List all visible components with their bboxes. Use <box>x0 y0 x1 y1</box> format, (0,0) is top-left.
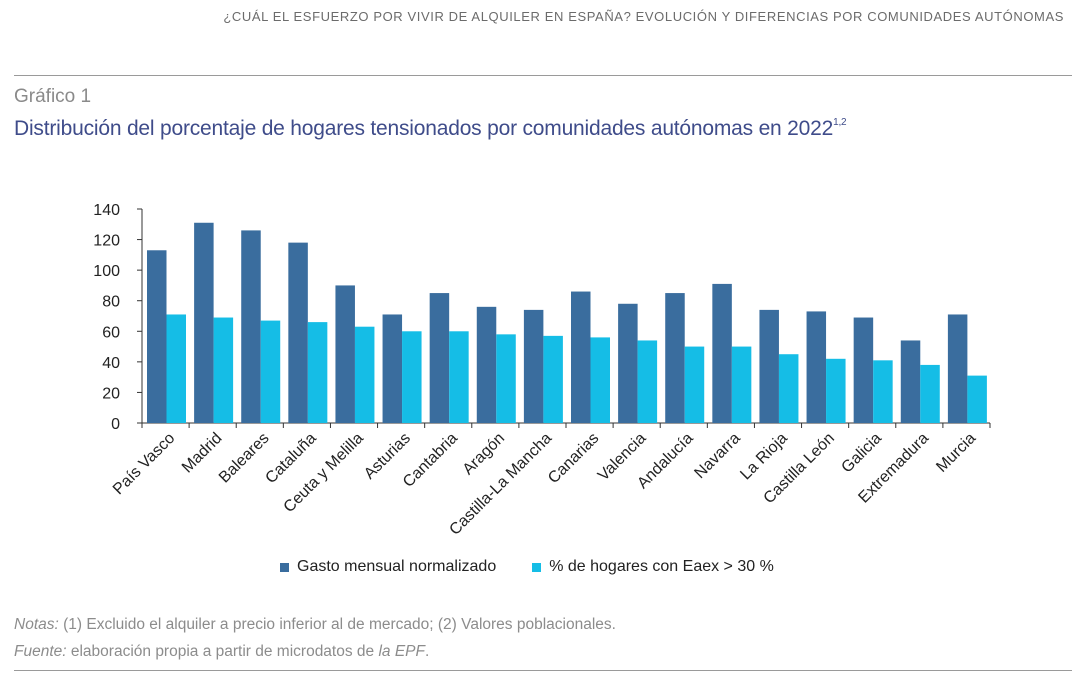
x-category-label: Canarias <box>545 430 602 487</box>
y-tick-label: 0 <box>111 416 120 433</box>
y-tick-label: 80 <box>102 294 120 311</box>
bar-hogares <box>213 317 234 423</box>
legend-swatch-hogares <box>532 562 542 572</box>
bar-hogares <box>166 314 186 423</box>
bar-hogares <box>496 334 516 423</box>
running-header: ¿CUÁL EL ESFUERZO POR VIVIR DE ALQUILER … <box>223 9 1064 24</box>
y-tick-label: 40 <box>102 355 120 372</box>
footnotes: Notas: (1) Excluido el alquiler a precio… <box>14 611 616 665</box>
notes-text: (1) Excluido el alquiler a precio inferi… <box>58 616 616 633</box>
bar-gasto <box>382 314 403 423</box>
chart-title: Distribución del porcentaje de hogares t… <box>14 117 847 141</box>
x-category-label: Galicia <box>838 430 885 477</box>
legend-item-hogares: % de hogares con Eaex > 30 % <box>532 558 774 576</box>
bar-gasto <box>429 293 450 423</box>
chart-title-text: Distribución del porcentaje de hogares t… <box>14 117 834 140</box>
legend-label-hogares: % de hogares con Eaex > 30 % <box>549 558 774 575</box>
notes-line: Notas: (1) Excluido el alquiler a precio… <box>14 611 616 638</box>
chart-kicker: Gráfico 1 <box>14 86 92 107</box>
y-tick-label: 120 <box>93 233 120 250</box>
x-category-label: País Vasco <box>110 430 178 498</box>
legend-label-gasto: Gasto mensual normalizado <box>297 558 497 575</box>
bar-hogares <box>873 360 893 423</box>
y-tick-label: 20 <box>102 385 120 402</box>
x-category-label: Madrid <box>179 430 226 477</box>
bar-gasto <box>853 317 874 423</box>
bar-gasto <box>618 303 638 423</box>
source-italic-text: la EPF <box>378 643 425 660</box>
bar-gasto <box>335 285 355 423</box>
bar-gasto <box>665 293 685 423</box>
bottom-divider <box>14 670 1072 671</box>
bar-hogares <box>967 375 987 423</box>
bar-hogares <box>354 326 375 423</box>
bar-hogares <box>543 335 563 423</box>
bar-hogares <box>920 364 940 423</box>
bar-gasto <box>288 242 308 423</box>
bar-hogares <box>637 340 658 423</box>
bar-gasto <box>476 306 497 423</box>
top-divider <box>14 75 1072 76</box>
y-tick-label: 100 <box>93 263 120 280</box>
bar-hogares <box>449 331 469 423</box>
x-category-label: Murcia <box>933 430 979 476</box>
bar-hogares <box>731 346 752 423</box>
bar-hogares <box>307 322 328 423</box>
bar-gasto <box>900 340 921 423</box>
bar-hogares <box>778 354 799 423</box>
notes-label: Notas: <box>14 616 59 633</box>
bar-hogares <box>684 346 705 423</box>
source-end: . <box>424 643 430 660</box>
bar-hogares <box>826 358 846 423</box>
chart-legend: Gasto mensual normalizado % de hogares c… <box>280 558 774 576</box>
bar-gasto <box>523 309 544 423</box>
source-line: Fuente: elaboración propia a partir de m… <box>14 638 616 665</box>
bar-hogares <box>402 331 422 423</box>
bar-gasto <box>147 250 167 423</box>
bar-gasto <box>806 311 827 423</box>
y-tick-label: 140 <box>93 202 120 219</box>
source-text: elaboración propia a partir de microdato… <box>66 643 379 660</box>
bar-gasto <box>759 309 779 423</box>
bar-gasto <box>947 314 968 423</box>
bar-gasto <box>571 291 591 423</box>
bar-hogares <box>590 337 610 423</box>
bar-gasto <box>241 230 261 423</box>
bar-gasto <box>194 222 214 423</box>
source-label: Fuente: <box>14 643 67 660</box>
bar-hogares <box>260 320 281 423</box>
bar-gasto <box>712 283 732 423</box>
legend-swatch-gasto <box>280 562 289 572</box>
chart-title-superscript: 1,2 <box>833 117 847 128</box>
x-category-label: Navarra <box>691 430 743 482</box>
y-tick-label: 60 <box>102 324 120 341</box>
legend-item-gasto: Gasto mensual normalizado <box>280 558 496 576</box>
